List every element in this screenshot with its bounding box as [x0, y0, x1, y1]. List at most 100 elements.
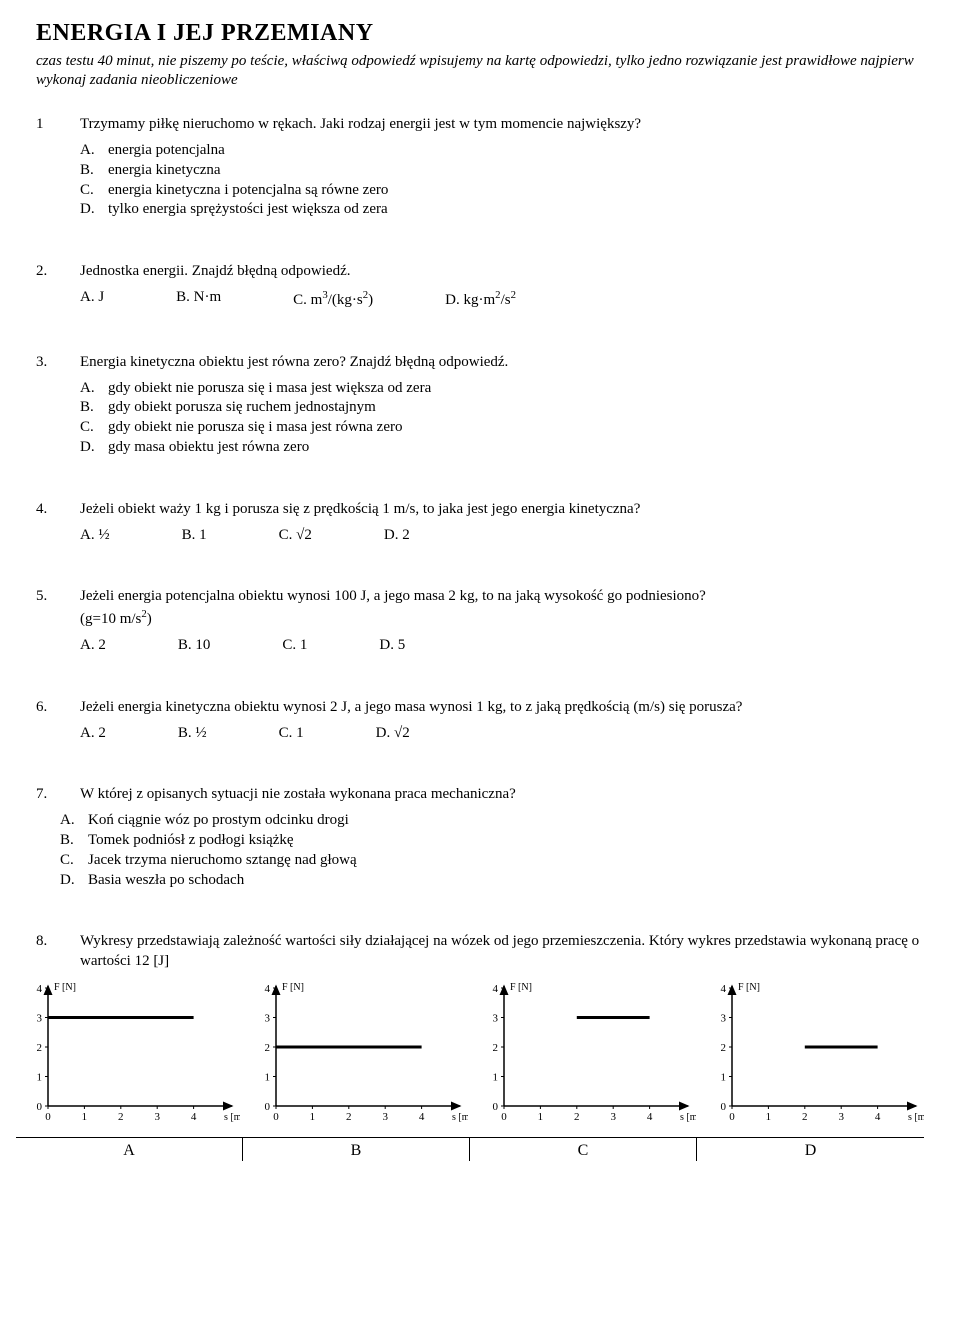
chart-b: 0123401234F [N]s [m] [244, 978, 472, 1135]
svg-text:1: 1 [82, 1111, 88, 1123]
q4-opt-d: D. 2 [384, 526, 410, 546]
svg-text:F [N]: F [N] [54, 982, 76, 993]
svg-text:2: 2 [493, 1042, 499, 1054]
svg-text:0: 0 [37, 1101, 43, 1113]
svg-text:3: 3 [838, 1111, 844, 1123]
svg-text:1: 1 [310, 1111, 316, 1123]
svg-text:s [m]: s [m] [680, 1112, 696, 1123]
q6-number: 6. [36, 698, 80, 718]
chart-label-b: B [243, 1138, 470, 1161]
q7-opt-c: C.Jacek trzyma nieruchomo sztangę nad gł… [60, 851, 924, 871]
svg-text:1: 1 [37, 1071, 43, 1083]
svg-text:3: 3 [37, 1012, 43, 1024]
q6-opt-c: C. 1 [279, 724, 304, 744]
chart-c: 0 1 2 3 4 0 1 2 3 4 F [N] s [m] [472, 978, 700, 1135]
q2-opt-a: A. J [80, 288, 104, 311]
svg-text:3: 3 [610, 1111, 616, 1123]
q2-number: 2. [36, 262, 80, 282]
question-3: 3. Energia kinetyczna obiektu jest równa… [36, 353, 924, 458]
svg-text:4: 4 [191, 1111, 197, 1123]
q5-text: Jeżeli energia potencjalna obiektu wynos… [80, 587, 706, 607]
svg-text:2: 2 [346, 1111, 352, 1123]
q4-number: 4. [36, 500, 80, 520]
svg-text:0: 0 [273, 1111, 279, 1123]
q6-text: Jeżeli energia kinetyczna obiektu wynosi… [80, 698, 742, 718]
q5-number: 5. [36, 587, 80, 630]
svg-text:1: 1 [265, 1071, 271, 1083]
svg-text:2: 2 [118, 1111, 124, 1123]
q1-opt-b: B.energia kinetyczna [80, 161, 924, 181]
question-5: 5. Jeżeli energia potencjalna obiektu wy… [36, 587, 924, 655]
svg-text:2: 2 [802, 1111, 808, 1123]
q3-text: Energia kinetyczna obiektu jest równa ze… [80, 353, 508, 373]
question-6: 6. Jeżeli energia kinetyczna obiektu wyn… [36, 698, 924, 744]
q7-text: W której z opisanych sytuacji nie został… [80, 785, 516, 805]
page-title: ENERGIA I JEJ PRZEMIANY [36, 18, 924, 50]
q1-opt-a: A.energia potencjalna [80, 141, 924, 161]
chart-labels: A B C D [16, 1137, 924, 1161]
svg-text:3: 3 [493, 1012, 499, 1024]
q3-opt-b: B.gdy obiekt porusza się ruchem jednosta… [80, 398, 924, 418]
q2-text: Jednostka energii. Znajdź błędną odpowie… [80, 262, 350, 282]
svg-text:3: 3 [265, 1012, 271, 1024]
svg-text:1: 1 [493, 1071, 499, 1083]
q6-opt-a: A. 2 [80, 724, 106, 744]
chart-label-c: C [470, 1138, 697, 1161]
svg-text:2: 2 [265, 1042, 271, 1054]
q5-opt-b: B. 10 [178, 636, 211, 656]
chart-d: 0123401234F [N]s [m] [700, 978, 928, 1135]
svg-text:3: 3 [154, 1111, 160, 1123]
svg-text:3: 3 [382, 1111, 388, 1123]
svg-text:4: 4 [265, 983, 271, 995]
q6-opt-b: B. ½ [178, 724, 207, 744]
svg-text:s [m]: s [m] [452, 1112, 468, 1123]
q1-opt-c: C.energia kinetyczna i potencjalna są ró… [80, 181, 924, 201]
svg-text:2: 2 [37, 1042, 43, 1054]
svg-text:0: 0 [721, 1101, 727, 1113]
page-subtitle: czas testu 40 minut, nie piszemy po teśc… [36, 52, 924, 92]
svg-text:0: 0 [501, 1111, 507, 1123]
question-4: 4. Jeżeli obiekt waży 1 kg i porusza się… [36, 500, 924, 546]
q4-opt-b: B. 1 [182, 526, 207, 546]
svg-text:F [N]: F [N] [738, 982, 760, 993]
q7-opt-d: D.Basia weszła po schodach [60, 871, 924, 891]
svg-text:0: 0 [265, 1101, 271, 1113]
q6-opt-d: D. √2 [376, 724, 410, 744]
question-7: 7. W której z opisanych sytuacji nie zos… [36, 785, 924, 890]
svg-text:0: 0 [45, 1111, 51, 1123]
q1-number: 1 [36, 115, 80, 135]
svg-text:4: 4 [37, 983, 43, 995]
q8-number: 8. [36, 932, 80, 972]
chart-a: 0 1 2 3 4 0 1 2 3 4 F [N] s [m] [16, 978, 244, 1135]
q7-opt-a: A.Koń ciągnie wóz po prostym odcinku dro… [60, 811, 924, 831]
q2-opt-d: D. kg·m2/s2 [445, 288, 516, 311]
q5-opt-c: C. 1 [282, 636, 307, 656]
q5-text2: (g=10 m/s2) [80, 607, 706, 630]
q5-opt-a: A. 2 [80, 636, 106, 656]
svg-text:1: 1 [538, 1111, 544, 1123]
svg-text:1: 1 [721, 1071, 727, 1083]
q1-opt-d: D.tylko energia sprężystości jest większ… [80, 200, 924, 220]
svg-text:s [m]: s [m] [224, 1112, 240, 1123]
svg-text:1: 1 [766, 1111, 772, 1123]
q3-opt-c: C.gdy obiekt nie porusza się i masa jest… [80, 418, 924, 438]
svg-text:2: 2 [574, 1111, 580, 1123]
question-2: 2. Jednostka energii. Znajdź błędną odpo… [36, 262, 924, 311]
question-8: 8. Wykresy przedstawiają zależność warto… [36, 932, 924, 1161]
q5-opt-d: D. 5 [379, 636, 405, 656]
chart-label-a: A [16, 1138, 243, 1161]
q4-text: Jeżeli obiekt waży 1 kg i porusza się z … [80, 500, 640, 520]
q2-opt-b: B. N·m [176, 288, 221, 311]
q3-opt-d: D.gdy masa obiektu jest równa zero [80, 438, 924, 458]
svg-text:4: 4 [647, 1111, 653, 1123]
q4-opt-c: C. √2 [279, 526, 312, 546]
charts-row: 0 1 2 3 4 0 1 2 3 4 F [N] s [m] 0 1 2 3 4 0 1 2 3 4 F [N] s [m]… [16, 978, 924, 1135]
q1-text: Trzymamy piłkę nieruchomo w rękach. Jaki… [80, 115, 641, 135]
svg-text:4: 4 [493, 983, 499, 995]
svg-text:0: 0 [493, 1101, 499, 1113]
svg-text:F [N]: F [N] [510, 982, 532, 993]
svg-text:0: 0 [729, 1111, 735, 1123]
q7-opt-b: B.Tomek podniósł z podłogi książkę [60, 831, 924, 851]
q3-number: 3. [36, 353, 80, 373]
svg-text:4: 4 [721, 983, 727, 995]
